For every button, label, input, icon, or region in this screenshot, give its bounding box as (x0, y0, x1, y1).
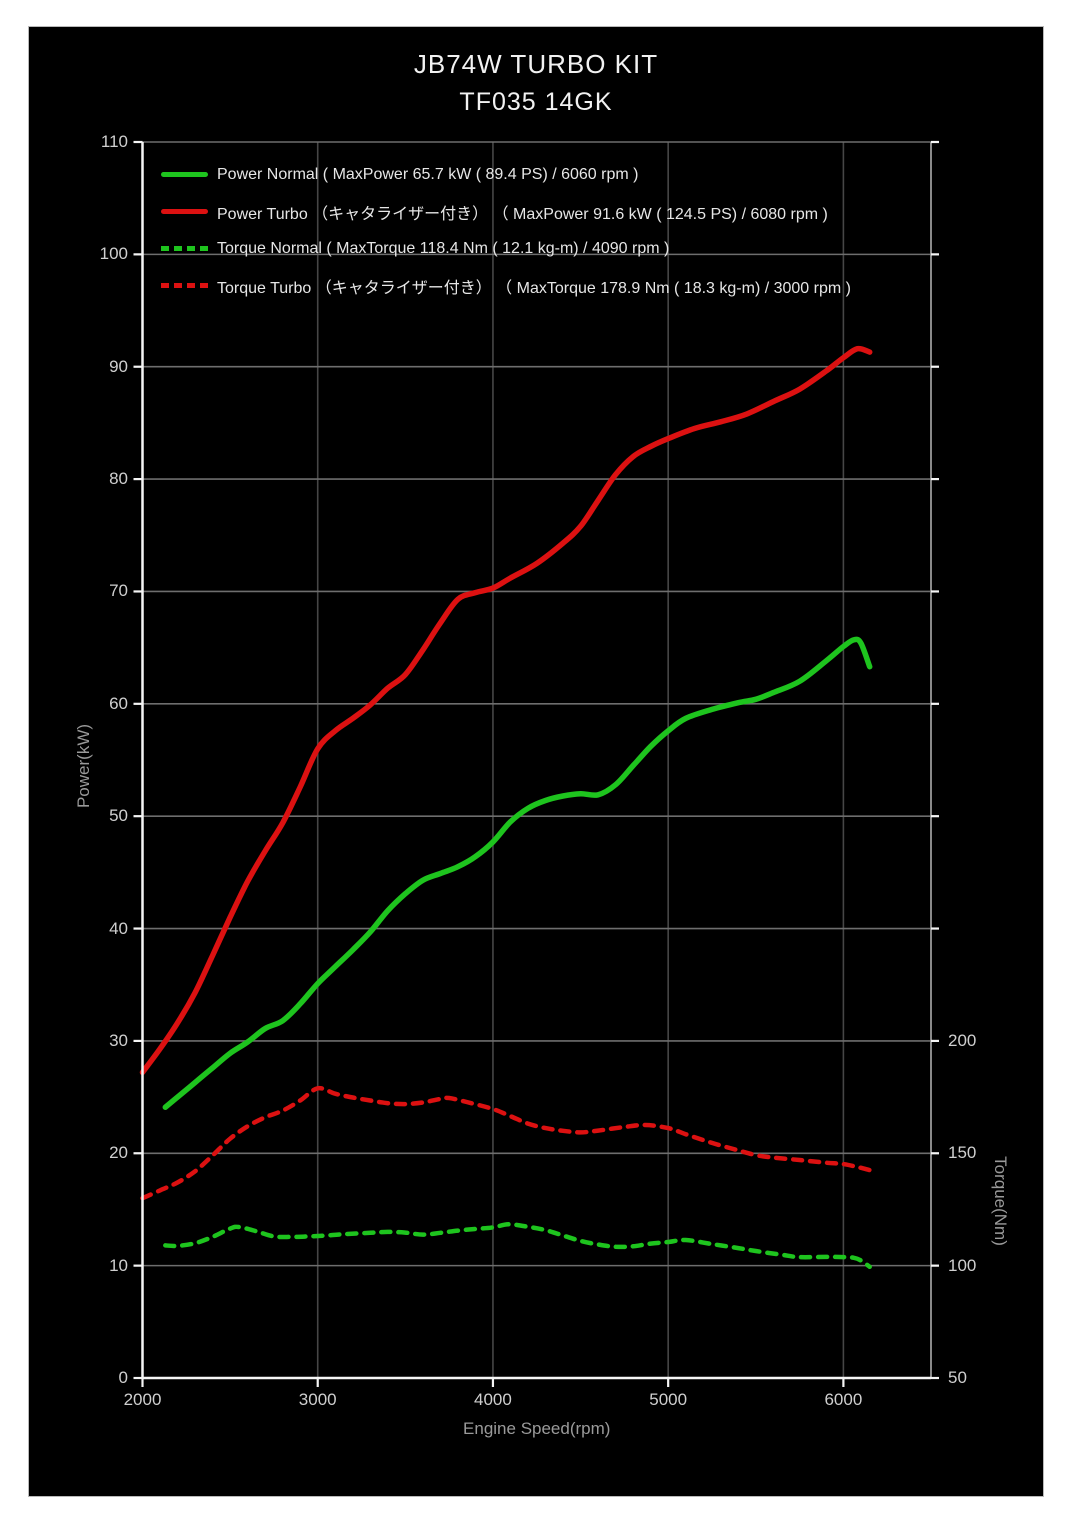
series-line-torque-turbo (140, 1085, 872, 1201)
axis-tick-label: 3000 (298, 1390, 337, 1409)
chart-board: JB74W TURBO KIT TF035 14GK Power Normal … (28, 26, 1044, 1497)
legend-swatch-torque-turbo (161, 283, 208, 288)
chart-subtitle: TF035 14GK (459, 88, 613, 116)
axis-tick-label: 90 (109, 356, 128, 376)
legend-item-torque-normal: Torque Normal ( MaxTorque 118.4 Nm ( 12.… (161, 237, 851, 260)
axis-tick-label: 70 (109, 581, 128, 601)
legend-swatch-power-turbo (161, 209, 208, 214)
legend-item-power-turbo: Power Turbo （キャタライザー付き） （ MaxPower 91.6 … (161, 200, 851, 223)
legend-swatch-power-normal (161, 172, 208, 177)
legend-item-torque-turbo: Torque Turbo （キャタライザー付き） （ MaxTorque 178… (161, 274, 851, 297)
chart-title: JB74W TURBO KIT (413, 49, 659, 79)
y-axis-label-right: Torque(Nm) (991, 1156, 1010, 1246)
axis-tick-label: 30 (109, 1030, 128, 1050)
axis-tick-label: 40 (109, 918, 128, 938)
legend-label-torque-turbo: Torque Turbo （キャタライザー付き） （ MaxTorque 178… (217, 279, 851, 297)
axis-tick-label: 5000 (649, 1390, 688, 1409)
axis-tick-label: 2000 (123, 1390, 162, 1409)
axis-tick-label: 200 (948, 1030, 977, 1050)
axis-tick-label: 6000 (824, 1390, 863, 1409)
legend-label-torque-normal: Torque Normal ( MaxTorque 118.4 Nm ( 12.… (217, 239, 670, 257)
legend-label-power-normal: Power Normal ( MaxPower 65.7 kW ( 89.4 P… (217, 165, 639, 183)
axis-tick-label: 150 (948, 1143, 977, 1163)
axis-tick-label: 50 (948, 1368, 967, 1387)
legend: Power Normal ( MaxPower 65.7 kW ( 89.4 P… (161, 163, 851, 311)
axis-tick-label: 60 (109, 693, 128, 713)
axis-tick-label: 80 (109, 469, 128, 489)
axis-tick-label: 0 (118, 1368, 128, 1387)
series-line-torque-normal (163, 1222, 872, 1270)
legend-item-power-normal: Power Normal ( MaxPower 65.7 kW ( 89.4 P… (161, 163, 851, 186)
axis-tick-label: 10 (109, 1255, 128, 1275)
x-axis-label: Engine Speed(rpm) (463, 1419, 611, 1438)
axis-tick-label: 100 (948, 1255, 977, 1275)
series-line-power-turbo (139, 345, 873, 1076)
axis-tick-label: 100 (99, 244, 128, 264)
series-line-power-normal (162, 636, 873, 1110)
axis-tick-label: 4000 (474, 1390, 512, 1409)
legend-label-power-turbo: Power Turbo （キャタライザー付き） （ MaxPower 91.6 … (217, 205, 828, 223)
axis-tick-label: 20 (109, 1143, 128, 1163)
axis-tick-label: 110 (100, 132, 128, 151)
y-axis-label-left: Power(kW) (74, 723, 93, 809)
plot-svg (133, 140, 939, 1387)
axis-tick-label: 50 (109, 806, 128, 826)
legend-swatch-torque-normal (161, 246, 208, 251)
